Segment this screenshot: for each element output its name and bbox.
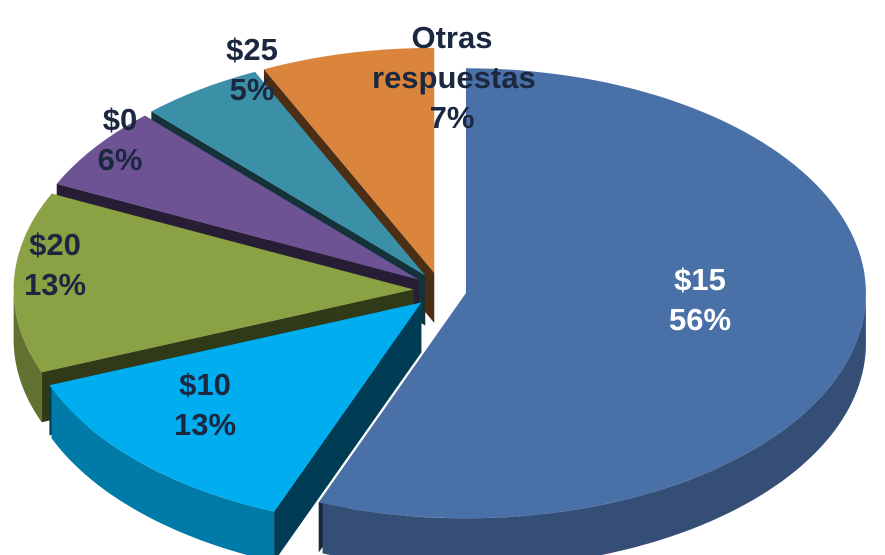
value-label: 6% [97,142,143,177]
slice-label: $10 13% [110,365,300,445]
slice-wall [51,388,275,555]
slice-label: $25 5% [157,30,347,110]
value-label: 7% [429,100,475,135]
pie-slice [318,68,866,555]
slice-top [13,193,414,373]
value-label: 13% [23,267,87,302]
value-label: 13% [173,407,237,442]
slice-wall [322,289,866,555]
slice-label: $15 56% [605,260,795,340]
value-label: 56% [668,302,732,337]
slice-top [151,71,426,276]
category-label: $15 [674,262,726,297]
category-label: $0 [102,102,138,137]
slice-top [318,68,866,519]
category-label: $20 [29,227,81,262]
category-label: Otras respuestas [372,20,536,95]
value-label: 5% [229,72,275,107]
category-label: $25 [226,32,278,67]
slice-label: $0 6% [25,100,215,180]
slice-label: Otras respuestas 7% [372,18,536,138]
category-label: $10 [179,367,231,402]
slice-side [274,302,422,555]
pie-slice [49,302,422,555]
slice-label: $20 13% [0,225,150,305]
slice-top [263,47,435,273]
slice-top [56,115,419,280]
slice-top [49,302,422,512]
slice-wall [13,287,42,423]
